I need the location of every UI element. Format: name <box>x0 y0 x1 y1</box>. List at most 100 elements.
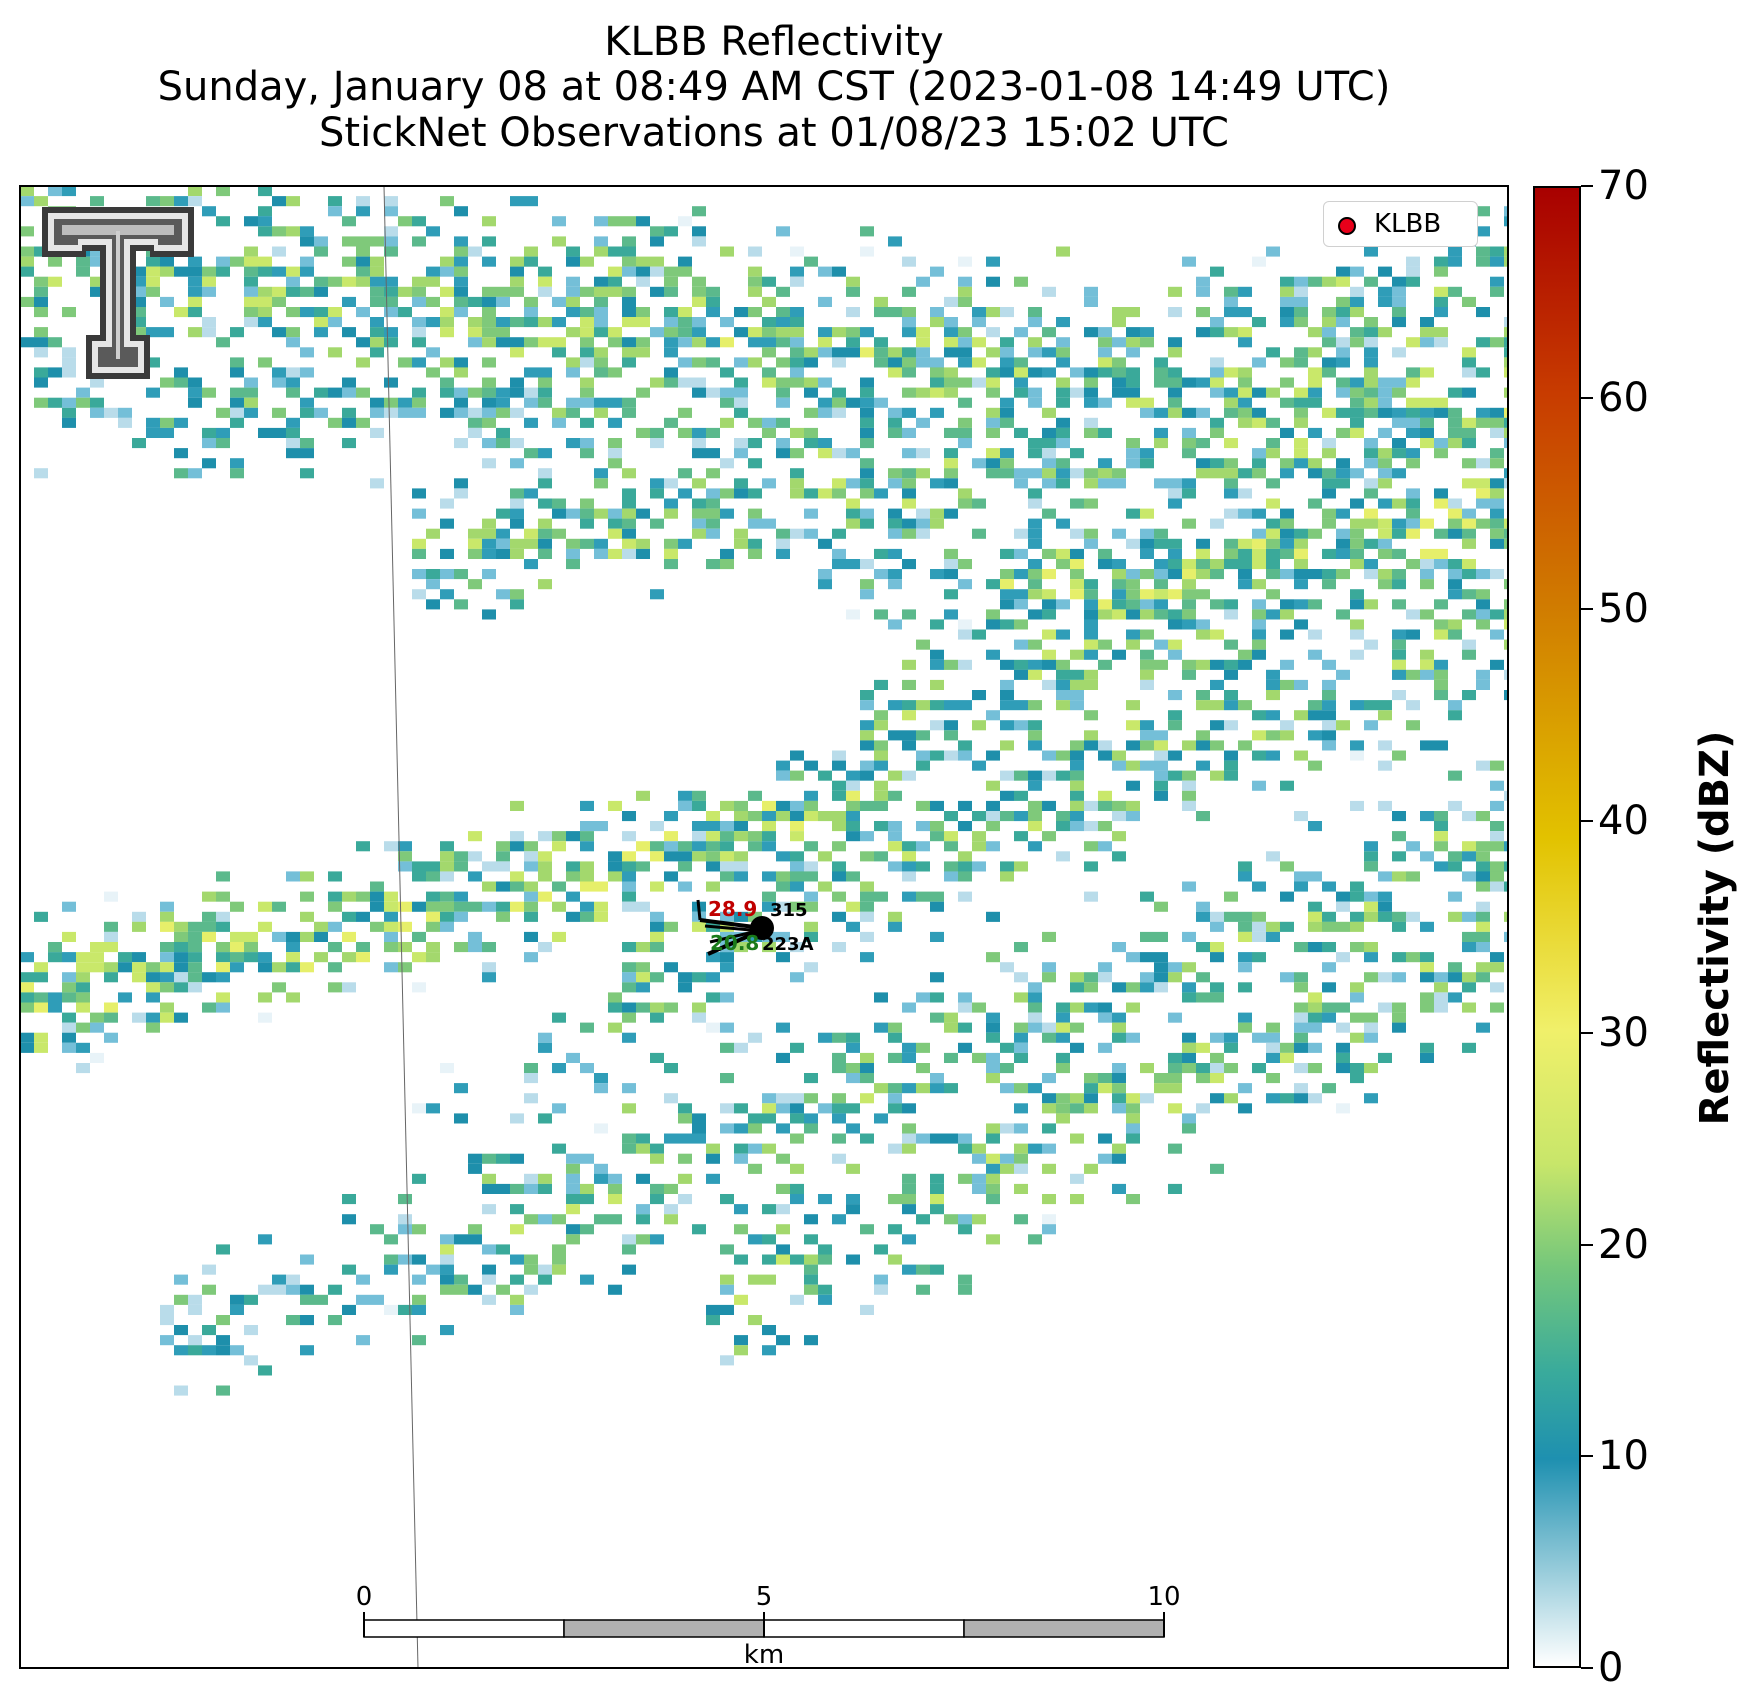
reflectivity-pixel <box>930 266 944 277</box>
reflectivity-pixel <box>860 730 874 741</box>
reflectivity-pixel <box>286 962 300 973</box>
reflectivity-pixel <box>804 377 818 388</box>
reflectivity-pixel <box>1280 609 1294 620</box>
reflectivity-pixel <box>1182 488 1196 499</box>
reflectivity-pixel <box>258 286 272 297</box>
reflectivity-pixel <box>524 851 538 862</box>
reflectivity-pixel <box>804 1254 818 1265</box>
reflectivity-pixel <box>762 276 776 287</box>
reflectivity-pixel <box>1196 407 1210 418</box>
reflectivity-pixel <box>986 750 1000 761</box>
reflectivity-pixel <box>832 1113 846 1124</box>
reflectivity-pixel <box>580 1022 594 1033</box>
reflectivity-pixel <box>1336 891 1350 902</box>
reflectivity-pixel <box>1238 649 1252 660</box>
reflectivity-pixel <box>650 427 664 438</box>
reflectivity-pixel <box>160 952 174 963</box>
reflectivity-pixel <box>426 226 440 237</box>
reflectivity-pixel <box>230 901 244 912</box>
reflectivity-pixel <box>930 720 944 731</box>
reflectivity-pixel <box>608 548 622 559</box>
reflectivity-pixel <box>734 861 748 872</box>
reflectivity-pixel <box>1336 317 1350 328</box>
reflectivity-pixel <box>1252 256 1266 267</box>
reflectivity-pixel <box>1322 569 1336 580</box>
reflectivity-pixel <box>720 1022 734 1033</box>
colorbar-tick-label: 70 <box>1598 163 1649 209</box>
reflectivity-pixel <box>1182 931 1196 942</box>
reflectivity-pixel <box>902 1194 916 1205</box>
reflectivity-pixel <box>944 841 958 852</box>
reflectivity-pixel <box>804 256 818 267</box>
reflectivity-pixel <box>874 347 888 358</box>
reflectivity-pixel <box>34 1032 48 1043</box>
reflectivity-pixel <box>748 811 762 822</box>
reflectivity-pixel <box>538 1214 552 1225</box>
reflectivity-pixel <box>776 871 790 882</box>
reflectivity-pixel <box>1126 629 1140 640</box>
reflectivity-pixel <box>902 1143 916 1154</box>
reflectivity-pixel <box>650 1002 664 1013</box>
reflectivity-pixel <box>1196 629 1210 640</box>
reflectivity-pixel <box>412 538 426 549</box>
reflectivity-pixel <box>1224 458 1238 469</box>
reflectivity-pixel <box>776 800 790 811</box>
reflectivity-pixel <box>762 891 776 902</box>
reflectivity-pixel <box>622 982 636 993</box>
reflectivity-pixel <box>1028 589 1042 600</box>
reflectivity-pixel <box>1140 730 1154 741</box>
reflectivity-pixel <box>1182 992 1196 1003</box>
reflectivity-pixel <box>1364 639 1378 650</box>
reflectivity-pixel <box>622 881 636 892</box>
reflectivity-pixel <box>1490 478 1504 489</box>
reflectivity-pixel <box>1294 276 1308 287</box>
reflectivity-pixel <box>384 286 398 297</box>
reflectivity-pixel <box>496 337 510 348</box>
reflectivity-pixel <box>188 921 202 932</box>
reflectivity-pixel <box>258 226 272 237</box>
reflectivity-pixel <box>874 821 888 832</box>
reflectivity-pixel <box>1476 599 1490 610</box>
reflectivity-pixel <box>1476 811 1490 822</box>
reflectivity-pixel <box>790 448 804 459</box>
reflectivity-pixel <box>748 357 762 368</box>
reflectivity-pixel <box>818 488 832 499</box>
reflectivity-pixel <box>1280 569 1294 580</box>
reflectivity-pixel <box>146 327 160 338</box>
reflectivity-pixel <box>286 417 300 428</box>
reflectivity-pixel <box>594 407 608 418</box>
reflectivity-pixel <box>146 387 160 398</box>
reflectivity-pixel <box>1490 841 1504 852</box>
reflectivity-pixel <box>748 831 762 842</box>
reflectivity-pixel <box>1490 1002 1504 1013</box>
reflectivity-pixel <box>132 921 146 932</box>
reflectivity-pixel <box>1210 1093 1224 1104</box>
reflectivity-pixel <box>986 609 1000 620</box>
reflectivity-pixel <box>1406 397 1420 408</box>
reflectivity-pixel <box>1000 1042 1014 1053</box>
reflectivity-pixel <box>1462 841 1476 852</box>
reflectivity-pixel <box>1504 468 1508 479</box>
reflectivity-pixel <box>244 931 258 942</box>
reflectivity-pixel <box>300 286 314 297</box>
reflectivity-pixel <box>818 337 832 348</box>
reflectivity-pixel <box>748 458 762 469</box>
klbb-marker-icon <box>1338 217 1356 235</box>
reflectivity-pixel <box>1238 952 1252 963</box>
reflectivity-pixel <box>888 861 902 872</box>
reflectivity-pixel <box>1350 407 1364 418</box>
reflectivity-pixel <box>692 226 706 237</box>
reflectivity-pixel <box>510 1153 524 1164</box>
reflectivity-pixel <box>692 438 706 449</box>
reflectivity-pixel <box>664 498 678 509</box>
reflectivity-pixel <box>1014 1214 1028 1225</box>
reflectivity-pixel <box>1266 1093 1280 1104</box>
reflectivity-pixel <box>664 276 678 287</box>
reflectivity-pixel <box>538 891 552 902</box>
reflectivity-pixel <box>356 1274 370 1285</box>
reflectivity-pixel <box>454 307 468 318</box>
reflectivity-pixel <box>524 296 538 307</box>
reflectivity-pixel <box>1266 548 1280 559</box>
reflectivity-pixel <box>692 296 706 307</box>
reflectivity-pixel <box>1308 710 1322 721</box>
